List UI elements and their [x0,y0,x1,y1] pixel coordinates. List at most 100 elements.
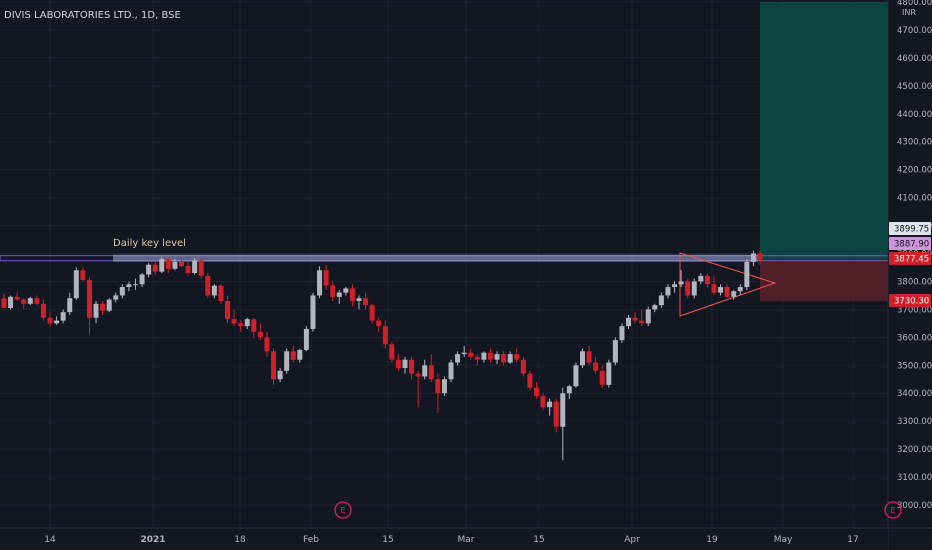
candle-body [580,351,586,366]
candle-body [119,287,125,296]
candle [100,301,106,315]
y-tick-label: 3400.00 [897,389,932,399]
candle-body [468,352,474,357]
candle [422,359,428,380]
candle [172,259,178,271]
candle-body [231,319,237,324]
candle [40,299,46,321]
candle [704,273,710,288]
candle-body [711,284,717,293]
candle [540,393,546,410]
candle [461,345,467,357]
candle [665,284,671,299]
price-label-box [889,294,931,307]
candle [60,309,66,324]
candle [126,281,132,292]
candle [632,312,638,324]
candle-body [349,288,355,302]
price-label-box [889,237,931,250]
candle-body [606,362,612,385]
candle-body [369,305,375,321]
y-tick-label: 3500.00 [897,361,932,371]
candle [297,348,303,363]
candle-body [356,298,362,302]
candles [1,250,763,461]
candle-body [395,359,401,369]
candle-body [277,370,283,380]
candle [271,348,277,385]
candle [520,356,526,377]
candle-body [540,396,546,408]
position-zones [760,2,888,301]
candle-body [422,365,428,377]
y-tick-label: 4800.00 [897,0,932,8]
candle [744,259,750,290]
candle [757,250,763,265]
candle [718,284,724,296]
candle [389,341,395,363]
candle-body [40,303,46,318]
earnings-event-icon [884,501,902,519]
y-tick-label: 3300.00 [897,417,932,427]
price-labels: 3899.75 3887.90 3877.45 3730.30 [889,222,931,307]
candle [257,323,263,341]
candle-body [244,319,250,327]
candle-body [461,352,467,355]
candle [349,284,355,307]
candle-body [428,365,434,380]
candle [34,295,40,306]
candle [678,270,684,288]
candle-body [619,326,625,341]
candle [547,398,553,416]
candle [658,292,664,308]
profit-zone [760,2,888,260]
candle-body [323,270,329,286]
candle [468,348,474,360]
x-tick-label: 17 [847,535,858,545]
candle [86,277,92,335]
candle [428,354,434,383]
candle [113,292,119,303]
candle-body [573,365,579,387]
price-axis[interactable]: 3000.00 3100.00 3200.00 3300.00 3400.00 3500.… [887,0,932,550]
price-label-box [889,252,931,265]
candle [152,260,158,275]
candle [599,365,605,388]
candle [448,359,454,383]
candle-body [645,309,651,324]
candle [310,292,316,332]
candle-body [547,401,553,408]
grid-lines [0,0,888,528]
key-level-label: Daily key level [113,238,186,249]
symbol-title: DIVIS LABORATORIES LTD., 1D, BSE [4,10,181,21]
candle [14,292,20,302]
candle-body [211,285,217,296]
candle-body [455,354,461,363]
candle [323,264,329,290]
candle-body [93,303,99,318]
candle [691,278,697,299]
candle-body [310,295,316,329]
y-tick-label: 3100.00 [897,473,932,483]
y-tick-label: 4600.00 [897,54,932,64]
candle-body [520,359,526,374]
candle [185,261,191,276]
candle [8,295,14,310]
candle-body [132,284,138,286]
candle [139,273,145,288]
x-tick-label: 15 [382,535,393,545]
candle-body [192,260,198,274]
candle [619,323,625,343]
candle [284,348,290,374]
y-tick-label: 4400.00 [897,110,932,120]
candle [303,326,309,352]
candle-body [415,373,421,377]
candle [369,303,375,324]
time-axis[interactable]: 14 2021 18 Feb 15 Mar 15 Apr 19 May 17 [0,527,932,550]
candle [290,345,296,363]
candle-body [441,379,447,394]
candle [47,312,53,327]
candle-body [612,340,618,363]
